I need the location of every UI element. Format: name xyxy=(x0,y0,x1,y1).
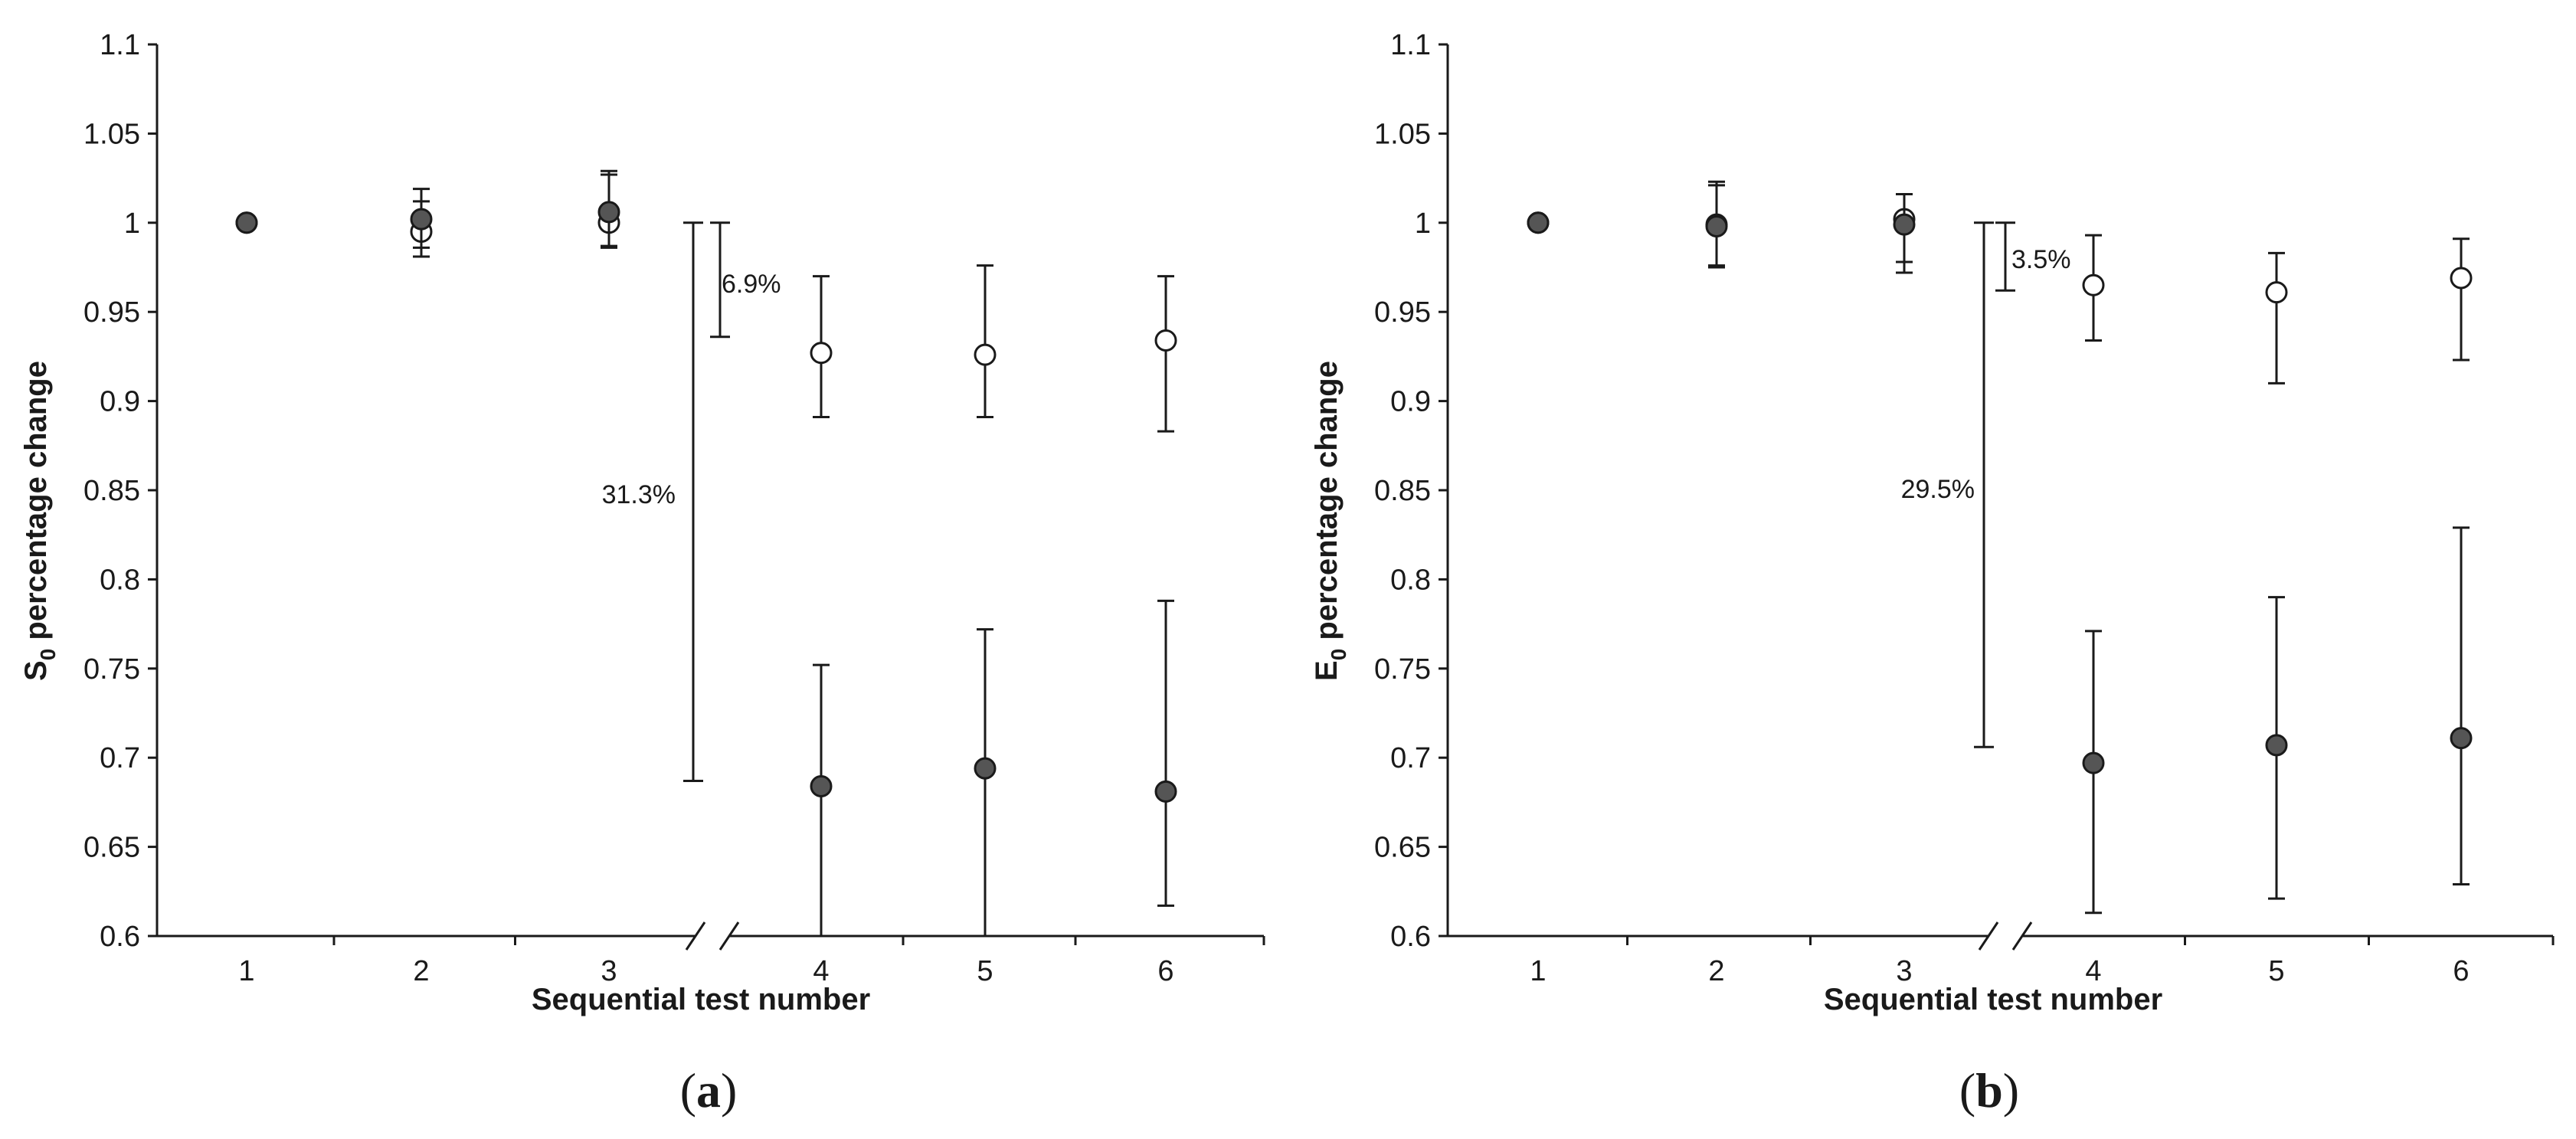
y-tick-label: 0.9 xyxy=(100,386,140,418)
axis-break-mark xyxy=(718,921,740,951)
data-point xyxy=(974,757,997,780)
x-axis-title: Sequential test number xyxy=(532,983,870,1016)
series-open-circles xyxy=(1527,180,2473,385)
data-point xyxy=(235,211,258,234)
inner-change-bracket: 3.5% xyxy=(1995,221,2071,292)
axis-break-mark xyxy=(1978,921,1999,951)
data-point xyxy=(2450,727,2473,750)
data-point xyxy=(1154,329,1177,352)
data-point xyxy=(410,208,433,231)
x-tick-label: 4 xyxy=(2085,955,2101,987)
y-tick-label: 0.85 xyxy=(1374,475,1431,507)
inner-change-bracket: 6.9% xyxy=(710,221,781,339)
axis-break-mark xyxy=(685,921,706,951)
data-point xyxy=(1705,214,1728,237)
y-tick-label: 0.75 xyxy=(1374,653,1431,686)
chart-panel-b: 0.6 0.65 0.7 0.75 0.8 0.85 0.9 0.95 1 1.05 1.1 1 2 3 4… xyxy=(1310,29,2555,1118)
series-open-circles xyxy=(235,173,1177,433)
y-tick-label: 0.95 xyxy=(1374,296,1431,329)
y-tick-label: 1.05 xyxy=(83,118,140,150)
x-tick-label: 1 xyxy=(1530,955,1546,987)
y-tick-label: 1.1 xyxy=(100,29,140,61)
change-annotation: 29.5% xyxy=(1901,475,1975,504)
data-point xyxy=(974,343,997,366)
y-axis-title: S0 percentage change xyxy=(19,361,60,681)
y-tick-label: 0.65 xyxy=(83,832,140,864)
y-tick-label: 0.9 xyxy=(1390,386,1431,418)
change-annotation: 31.3% xyxy=(602,480,676,509)
y-tick-label: 1.1 xyxy=(1390,29,1431,61)
y-tick-label: 0.6 xyxy=(100,921,140,953)
data-point xyxy=(597,201,620,224)
y-tick-label: 0.95 xyxy=(83,296,140,329)
axis-break-mark xyxy=(2011,921,2033,951)
panel-label: (a) xyxy=(680,1063,738,1118)
y-tick-label: 0.65 xyxy=(1374,832,1431,864)
data-point xyxy=(810,774,833,797)
x-tick-label: 5 xyxy=(2268,955,2284,987)
y-tick-label: 0.7 xyxy=(1390,742,1431,774)
y-tick-label: 0.7 xyxy=(100,742,140,774)
x-axis-title: Sequential test number xyxy=(1824,983,2162,1016)
series-filled-circles xyxy=(1527,184,2473,915)
x-tick-label: 1 xyxy=(238,955,254,987)
outer-change-bracket: 29.5% xyxy=(1901,221,1994,748)
y-tick-label: 1 xyxy=(1415,208,1431,240)
y-tick-label: 0.75 xyxy=(83,653,140,686)
x-tick-label: 3 xyxy=(1896,955,1912,987)
x-tick-label: 2 xyxy=(1708,955,1724,987)
y-tick-label: 0.8 xyxy=(100,564,140,596)
series-filled-circles xyxy=(235,169,1177,938)
x-tick-label: 4 xyxy=(813,955,829,987)
y-axis-title: E0 percentage change xyxy=(1310,361,1350,681)
x-tick-label: 6 xyxy=(2453,955,2469,987)
y-tick-label: 1.05 xyxy=(1374,118,1431,150)
y-tick-label: 0.8 xyxy=(1390,564,1431,596)
panel-label: (b) xyxy=(1959,1063,2019,1118)
data-point xyxy=(2082,273,2105,296)
x-tick-label: 2 xyxy=(413,955,429,987)
data-point xyxy=(1893,213,1916,236)
data-point xyxy=(2450,267,2473,290)
outer-change-bracket: 31.3% xyxy=(602,221,703,782)
chart-panel-a: 0.6 0.65 0.7 0.75 0.8 0.85 0.9 0.95 1 1.05 1.1 1 2 3 4… xyxy=(19,29,1265,1118)
y-tick-label: 0.85 xyxy=(83,475,140,507)
data-point xyxy=(1527,211,1550,234)
change-annotation: 6.9% xyxy=(722,270,781,299)
data-point xyxy=(2082,751,2105,774)
data-point xyxy=(2265,734,2288,757)
x-tick-label: 5 xyxy=(977,955,993,987)
y-tick-label: 1 xyxy=(124,208,140,240)
data-point xyxy=(810,342,833,365)
data-point xyxy=(2265,281,2288,304)
x-tick-label: 6 xyxy=(1157,955,1173,987)
y-tick-label: 0.6 xyxy=(1390,921,1431,953)
change-annotation: 3.5% xyxy=(2011,245,2071,274)
data-point xyxy=(1154,780,1177,803)
x-tick-label: 3 xyxy=(601,955,617,987)
